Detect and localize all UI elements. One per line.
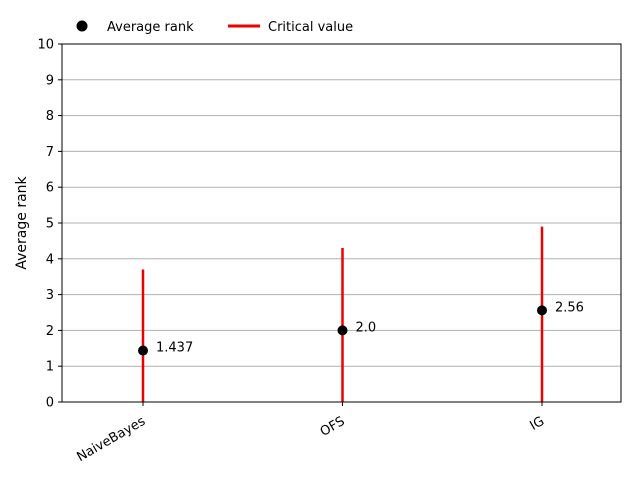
legend: Average rank Critical value: [76, 20, 353, 35]
y-tick-label: 5: [46, 217, 54, 232]
average-rank-point: [138, 345, 148, 356]
x-tick-label: IG: [528, 414, 548, 434]
legend-label-average-rank: Average rank: [107, 20, 194, 35]
y-tick-label: 6: [46, 181, 54, 196]
value-label: 2.56: [555, 300, 584, 315]
value-labels: 1.437 2.0 2.56: [156, 300, 584, 355]
y-axis-label: Average rank: [14, 175, 30, 269]
y-tick-label: 8: [46, 109, 54, 124]
legend-label-critical-value: Critical value: [268, 20, 353, 35]
y-axis-ticks: 0 1 2 3 4 5 6 7 8 9 10: [37, 38, 62, 411]
y-tick-label: 0: [46, 396, 54, 411]
grid-lines: [62, 79, 621, 367]
average-rank-points: [138, 305, 547, 356]
legend-dot-marker: [76, 20, 88, 32]
y-tick-label: 3: [46, 288, 54, 303]
y-tick-label: 7: [46, 145, 54, 160]
value-label: 2.0: [356, 320, 377, 335]
y-tick-label: 1: [46, 360, 54, 375]
y-tick-label: 2: [46, 324, 54, 339]
x-tick-label: NaiveBayes: [74, 414, 148, 465]
y-tick-label: 4: [46, 252, 54, 267]
x-tick-label: OFS: [318, 414, 348, 440]
critical-value-lines: [141, 226, 544, 402]
x-axis-ticks: NaiveBayes OFS IG: [74, 402, 547, 465]
y-tick-label: 10: [37, 38, 54, 53]
value-label: 1.437: [156, 341, 193, 356]
plot-frame: [61, 43, 622, 403]
y-tick-label: 9: [46, 73, 54, 88]
average-rank-point: [337, 325, 348, 336]
average-rank-point: [537, 305, 547, 316]
